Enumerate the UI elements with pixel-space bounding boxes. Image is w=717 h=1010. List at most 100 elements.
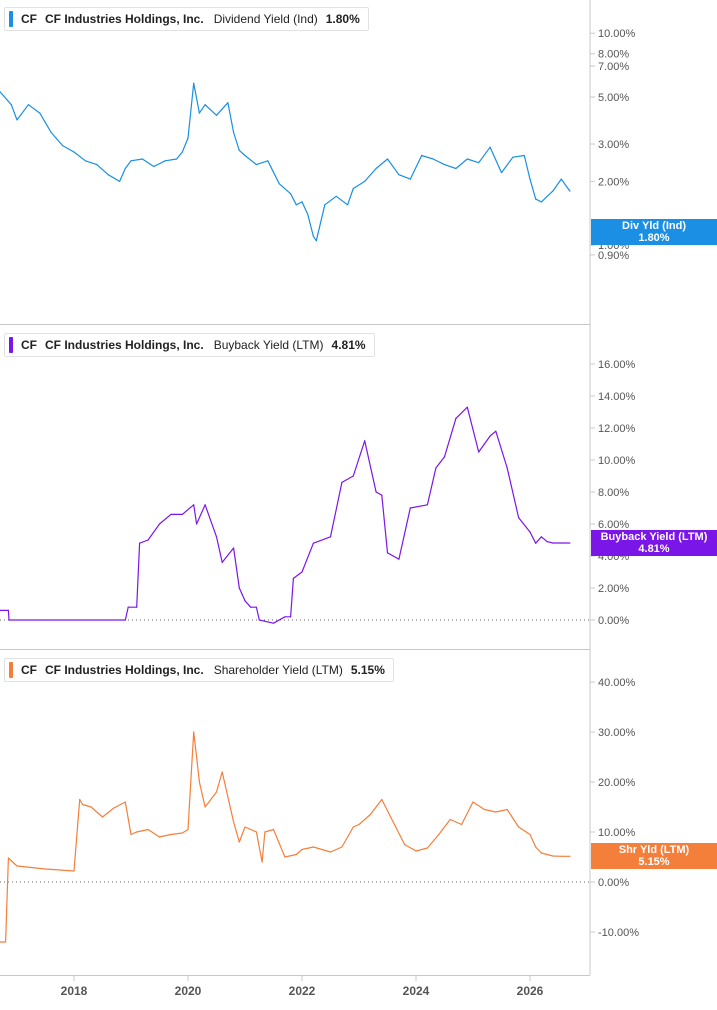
data-point bbox=[39, 112, 41, 114]
data-point bbox=[198, 781, 200, 783]
legend-company: CF Industries Holdings, Inc. bbox=[45, 663, 204, 677]
data-point bbox=[301, 571, 303, 573]
y-tick-label: 10.00% bbox=[598, 455, 636, 467]
data-point bbox=[272, 828, 275, 831]
data-point bbox=[523, 154, 525, 157]
data-point bbox=[73, 151, 75, 153]
data-point bbox=[495, 430, 497, 432]
x-tick-label: 2024 bbox=[403, 984, 430, 998]
data-point bbox=[5, 941, 7, 943]
y-tick-label: 8.00% bbox=[598, 487, 629, 499]
data-point bbox=[341, 481, 343, 483]
y-tick-label: 20.00% bbox=[598, 777, 636, 789]
y-tick-label: 14.00% bbox=[598, 391, 636, 403]
data-point bbox=[261, 861, 263, 863]
data-point bbox=[284, 616, 286, 618]
legend-metric: Buyback Yield (LTM) bbox=[213, 338, 324, 352]
data-point bbox=[301, 848, 303, 851]
y-tick-label: 40.00% bbox=[598, 677, 636, 689]
data-point bbox=[62, 144, 64, 147]
data-point bbox=[204, 806, 206, 808]
data-point bbox=[284, 856, 286, 858]
data-point bbox=[147, 539, 149, 541]
data-point bbox=[141, 158, 143, 160]
data-point bbox=[215, 791, 218, 793]
data-point bbox=[489, 435, 491, 437]
data-point bbox=[0, 91, 1, 93]
tag-label: Buyback Yield (LTM) bbox=[600, 531, 708, 543]
data-point bbox=[153, 165, 155, 168]
data-point bbox=[193, 82, 195, 84]
data-point bbox=[466, 406, 468, 408]
y-tick-label: 16.00% bbox=[598, 359, 636, 371]
data-point bbox=[478, 451, 480, 453]
tag-value: 4.81% bbox=[638, 543, 670, 555]
data-point bbox=[392, 821, 394, 823]
data-point bbox=[0, 609, 1, 611]
data-point bbox=[130, 833, 132, 836]
data-point bbox=[381, 494, 383, 496]
series-line bbox=[0, 406, 570, 624]
legend-shareholder-yield: CF CF Industries Holdings, Inc. Sharehol… bbox=[4, 658, 394, 682]
data-point bbox=[358, 823, 360, 826]
data-point bbox=[176, 158, 178, 160]
data-point bbox=[124, 801, 126, 803]
y-tick-label: 12.00% bbox=[598, 423, 636, 435]
data-point bbox=[292, 577, 295, 580]
data-point bbox=[552, 855, 554, 857]
data-point bbox=[409, 507, 411, 509]
data-point bbox=[136, 831, 138, 833]
data-point bbox=[426, 847, 428, 849]
data-point bbox=[290, 193, 292, 195]
data-point bbox=[258, 619, 260, 621]
data-point bbox=[204, 504, 206, 506]
data-point bbox=[136, 606, 138, 608]
data-point bbox=[307, 213, 309, 215]
data-point bbox=[329, 536, 332, 538]
data-point bbox=[107, 174, 109, 176]
legend-ticker: CF bbox=[21, 663, 37, 677]
data-point bbox=[540, 536, 543, 538]
data-point bbox=[415, 850, 417, 852]
x-tick-label: 2018 bbox=[61, 984, 88, 998]
data-point bbox=[398, 558, 400, 560]
data-point bbox=[352, 826, 354, 828]
data-point bbox=[233, 547, 235, 549]
value-tag-shareholder: Shr Yld (LTM) 5.15% bbox=[591, 843, 717, 869]
legend-ticker: CF bbox=[21, 12, 37, 26]
data-point bbox=[443, 163, 446, 166]
data-point bbox=[312, 542, 314, 544]
data-point bbox=[84, 160, 86, 162]
data-point bbox=[90, 806, 92, 808]
y-tick-label: 30.00% bbox=[598, 727, 636, 739]
data-point bbox=[113, 807, 115, 809]
data-point bbox=[432, 158, 434, 160]
data-point bbox=[10, 104, 12, 106]
data-point bbox=[7, 609, 10, 612]
y-tick-label: 7.00% bbox=[598, 61, 629, 73]
data-point bbox=[552, 190, 554, 192]
y-tick-label: 8.00% bbox=[598, 49, 629, 61]
data-point bbox=[215, 114, 218, 116]
data-point bbox=[170, 833, 172, 836]
x-tick-label: 2020 bbox=[175, 984, 202, 998]
y-tick-label: 0.00% bbox=[598, 615, 629, 627]
data-point bbox=[569, 855, 571, 857]
data-point bbox=[352, 187, 354, 190]
data-point bbox=[540, 201, 543, 203]
data-point bbox=[73, 870, 75, 872]
data-point bbox=[250, 606, 252, 608]
data-point bbox=[138, 542, 141, 544]
data-point bbox=[158, 836, 161, 838]
tag-label: Div Yld (Ind) bbox=[622, 220, 686, 232]
data-point bbox=[124, 167, 126, 170]
data-point bbox=[187, 828, 189, 831]
data-point bbox=[181, 832, 183, 834]
data-point bbox=[489, 146, 491, 148]
data-point bbox=[101, 816, 104, 818]
data-point bbox=[438, 833, 440, 836]
value-tag-dividend: Div Yld (Ind) 1.80% bbox=[591, 219, 717, 245]
y-tick-label: 2.00% bbox=[598, 583, 629, 595]
data-point bbox=[535, 846, 537, 848]
data-point bbox=[312, 846, 314, 848]
